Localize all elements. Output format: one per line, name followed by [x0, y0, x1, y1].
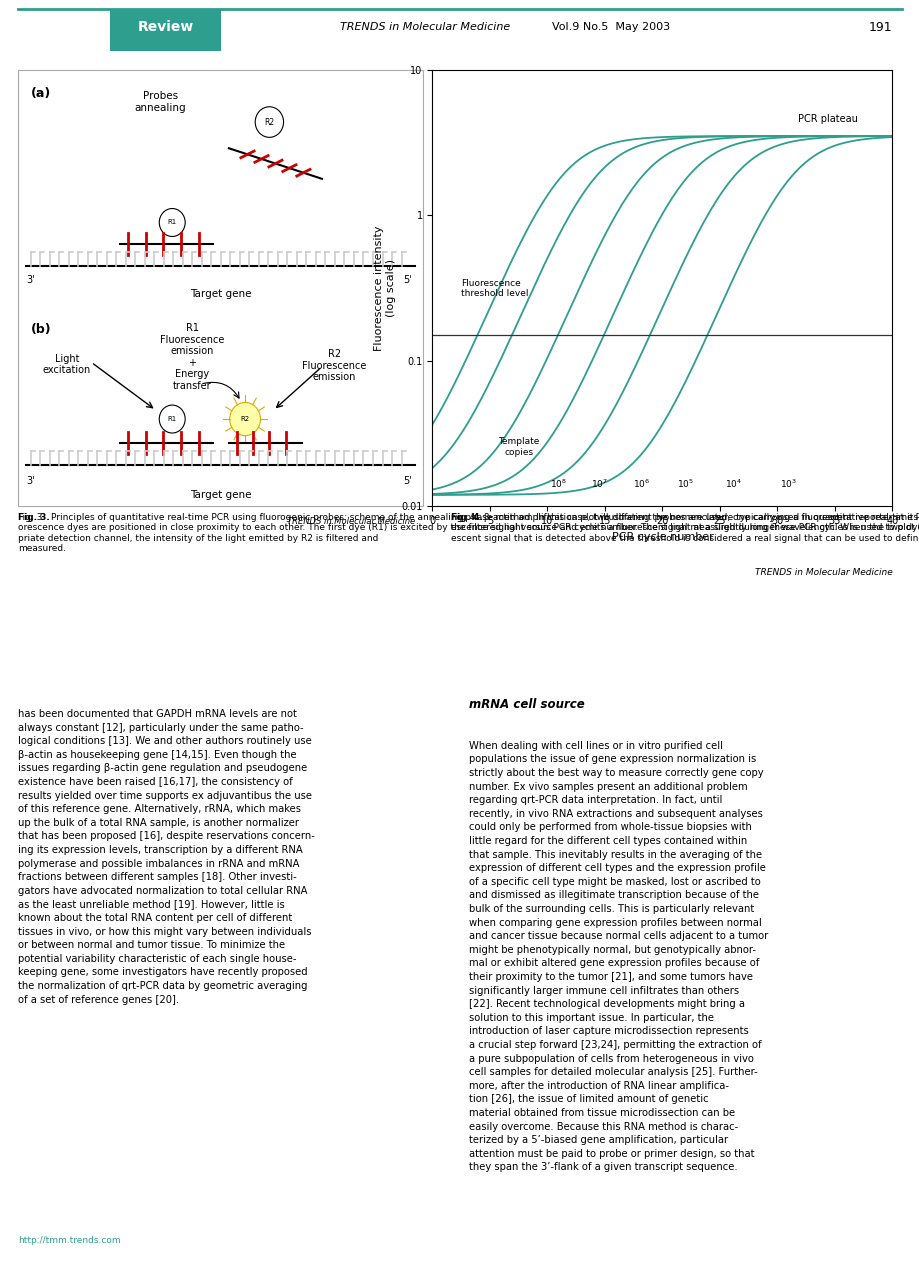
- Text: Fig. 3.  Principles of quantitative real-time PCR using fluorogenic probes: sche: Fig. 3. Principles of quantitative real-…: [18, 513, 919, 553]
- Text: 5': 5': [403, 476, 412, 486]
- Text: Template
copies: Template copies: [497, 437, 539, 457]
- Y-axis label: Fluorescence intensity
(log scale): Fluorescence intensity (log scale): [374, 225, 395, 351]
- Text: TRENDS in Molecular Medicine: TRENDS in Molecular Medicine: [340, 23, 510, 33]
- Text: Fig. 4.  β-actin amplification plot illustrating the nomenclature typically used: Fig. 4. β-actin amplification plot illus…: [450, 513, 919, 543]
- Text: Vol.9 No.5  May 2003: Vol.9 No.5 May 2003: [551, 23, 669, 33]
- Text: 3': 3': [27, 275, 35, 285]
- Text: Light
excitation: Light excitation: [43, 353, 91, 375]
- Text: R1: R1: [167, 219, 176, 225]
- Text: TRENDS in Molecular Medicine: TRENDS in Molecular Medicine: [287, 517, 414, 525]
- Text: $10^5$: $10^5$: [676, 477, 693, 490]
- Text: $10^6$: $10^6$: [632, 477, 650, 490]
- Text: 3': 3': [27, 476, 35, 486]
- Text: http://tmm.trends.com: http://tmm.trends.com: [18, 1236, 121, 1246]
- Text: (b): (b): [30, 323, 51, 335]
- Text: Fluorescence
threshold level: Fluorescence threshold level: [460, 279, 528, 298]
- Text: Fig. 4.: Fig. 4.: [450, 513, 482, 522]
- Text: Target gene: Target gene: [190, 490, 251, 500]
- Circle shape: [230, 403, 260, 436]
- Text: Probes
annealing: Probes annealing: [134, 91, 186, 113]
- Text: R2: R2: [264, 118, 274, 127]
- FancyBboxPatch shape: [110, 9, 221, 52]
- Text: (a): (a): [30, 87, 51, 100]
- Bar: [18, 70, 423, 506]
- Text: When dealing with cell lines or in vitro purified cell
populations the issue of : When dealing with cell lines or in vitro…: [469, 741, 767, 1172]
- FancyArrowPatch shape: [203, 382, 239, 398]
- Text: R1
Fluorescence
emission
+
Energy
transfer: R1 Fluorescence emission + Energy transf…: [160, 323, 224, 391]
- Text: R1: R1: [167, 417, 176, 422]
- Text: mRNA cell source: mRNA cell source: [469, 699, 584, 711]
- Text: Target gene: Target gene: [190, 289, 251, 299]
- Text: R2
Fluorescence
emission: R2 Fluorescence emission: [301, 349, 366, 382]
- Text: $10^3$: $10^3$: [779, 477, 797, 490]
- Text: has been documented that GAPDH mRNA levels are not
always constant [12], particu: has been documented that GAPDH mRNA leve…: [18, 709, 315, 1004]
- Text: $10^8$: $10^8$: [550, 477, 567, 490]
- Text: $10^7$: $10^7$: [590, 477, 607, 490]
- Text: 5': 5': [403, 275, 412, 285]
- Text: TRENDS in Molecular Medicine: TRENDS in Molecular Medicine: [754, 567, 891, 576]
- Text: PCR plateau: PCR plateau: [797, 114, 857, 124]
- Text: Review: Review: [137, 20, 194, 34]
- Text: Fig. 3.: Fig. 3.: [18, 513, 51, 522]
- Text: 191: 191: [868, 20, 891, 34]
- Text: $10^4$: $10^4$: [724, 477, 742, 490]
- Text: R2: R2: [240, 417, 249, 422]
- X-axis label: PCR cycle number: PCR cycle number: [611, 532, 712, 542]
